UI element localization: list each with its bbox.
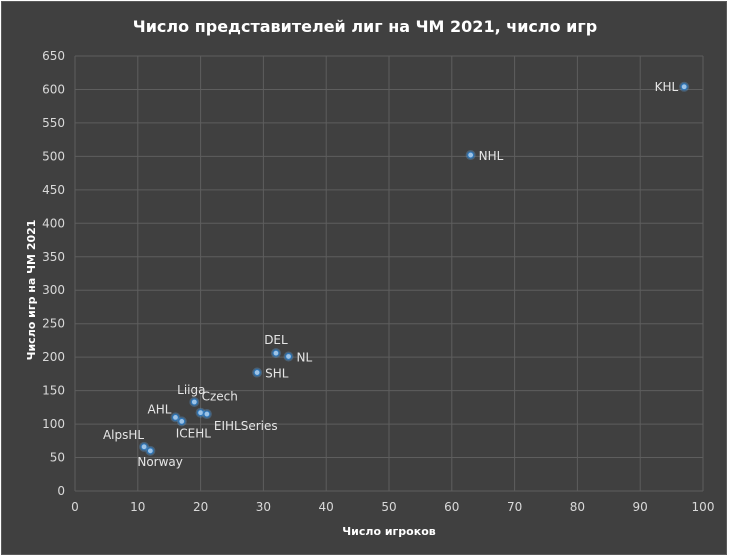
point-label-khl: KHL (655, 80, 679, 94)
point-liiga (190, 398, 198, 406)
point-norway (146, 447, 154, 455)
x-tick-label: 40 (319, 500, 334, 514)
y-tick-label: 250 (42, 317, 65, 331)
x-axis-ticks: 0 10 20 30 40 50 60 70 80 90 100 (71, 500, 714, 514)
y-axis-ticks: 0 50 100 150 200 250 300 350 400 450 500 550 600 650 (42, 49, 65, 498)
x-axis-label: Число игроков (342, 525, 435, 538)
point-label-norway: Norway (137, 455, 183, 469)
y-tick-label: 450 (42, 183, 65, 197)
y-axis-label: Число игр на ЧМ 2021 (25, 220, 38, 361)
y-tick-label: 200 (42, 350, 65, 364)
point-label-icehl: ICEHL (176, 426, 212, 440)
y-tick-label: 600 (42, 82, 65, 96)
y-tick-label: 100 (42, 417, 65, 431)
y-tick-label: 650 (42, 49, 65, 63)
point-nhl (467, 151, 475, 159)
point-del (272, 349, 280, 357)
point-shl (253, 368, 261, 377)
point-khl (680, 83, 688, 91)
point-label-ahl: AHL (148, 402, 172, 416)
point-label-liiga: Liiga (177, 383, 205, 397)
point-label-del: DEL (264, 333, 288, 347)
gridlines (74, 55, 704, 492)
data-points (139, 81, 690, 456)
point-ahl (171, 413, 180, 421)
x-tick-label: 10 (130, 500, 145, 514)
point-nl (284, 352, 293, 361)
y-tick-label: 150 (42, 384, 65, 398)
point-label-shl: SHL (265, 367, 289, 381)
point-label-alpshl: AlpsHL (103, 428, 144, 442)
x-tick-label: 90 (633, 500, 648, 514)
point-label-nhl: NHL (479, 149, 504, 163)
x-tick-label: 80 (570, 500, 585, 514)
y-tick-label: 400 (42, 216, 65, 230)
x-tick-label: 50 (381, 500, 396, 514)
point-icehl (178, 417, 186, 425)
y-tick-label: 550 (42, 116, 65, 130)
point-label-nl: NL (297, 350, 313, 364)
point-eihlseries (203, 410, 211, 418)
x-tick-label: 100 (692, 500, 715, 514)
point-label-eihlseries: EIHLSeries (214, 419, 278, 433)
point-label-czech: Czech (202, 390, 238, 404)
x-tick-label: 70 (507, 500, 522, 514)
x-tick-label: 60 (444, 500, 459, 514)
chart-title: Число представителей лиг на ЧМ 2021, чис… (133, 17, 597, 36)
y-tick-label: 0 (57, 484, 65, 498)
x-tick-label: 30 (256, 500, 271, 514)
y-tick-label: 300 (42, 283, 65, 297)
y-tick-label: 500 (42, 149, 65, 163)
x-tick-label: 0 (71, 500, 79, 514)
x-tick-label: 20 (193, 500, 208, 514)
y-tick-label: 350 (42, 250, 65, 264)
y-tick-label: 50 (50, 451, 65, 465)
point-alpshl (140, 443, 148, 451)
